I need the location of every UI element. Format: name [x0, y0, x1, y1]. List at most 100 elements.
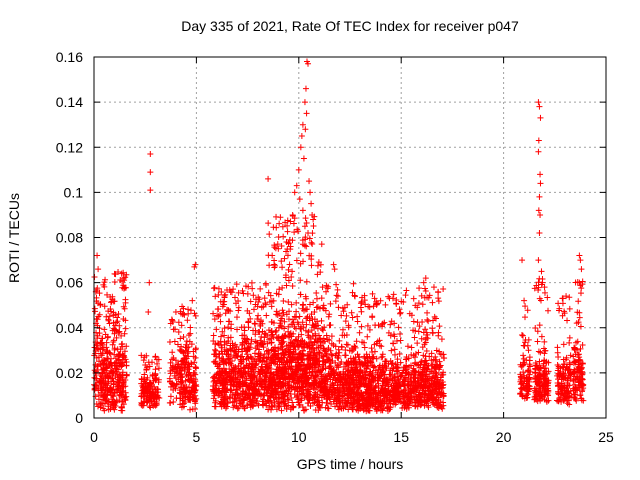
data-point	[424, 316, 431, 323]
data-point	[101, 303, 108, 310]
data-point	[577, 257, 584, 264]
data-point	[289, 268, 296, 275]
data-point	[113, 319, 120, 326]
data-point	[233, 314, 240, 321]
data-point	[141, 371, 148, 378]
data-point	[328, 333, 335, 340]
data-point	[560, 341, 567, 348]
data-point	[107, 375, 114, 382]
data-point	[261, 295, 268, 302]
data-point	[271, 261, 278, 268]
data-point	[109, 296, 116, 303]
data-point	[119, 340, 126, 347]
data-point	[537, 171, 544, 178]
data-point	[94, 252, 101, 259]
data-point	[247, 298, 254, 305]
data-point	[118, 407, 125, 414]
data-point	[566, 294, 573, 301]
data-point	[98, 389, 105, 396]
data-point	[310, 216, 317, 223]
data-point	[577, 290, 584, 297]
data-point	[119, 278, 126, 285]
y-tick-label: 0.04	[56, 320, 83, 336]
data-point	[265, 175, 272, 182]
data-point	[94, 332, 101, 339]
data-point	[391, 346, 398, 353]
data-point	[109, 398, 116, 405]
data-point	[397, 309, 404, 316]
data-point	[109, 369, 116, 376]
data-point	[435, 288, 442, 295]
data-point	[415, 328, 422, 335]
x-tick-label: 10	[291, 429, 307, 445]
y-tick-label: 0.1	[64, 184, 84, 200]
data-point	[390, 291, 397, 298]
data-point	[435, 298, 442, 305]
data-point	[111, 351, 118, 358]
data-point	[535, 137, 542, 144]
data-point	[266, 262, 273, 269]
data-point	[115, 310, 122, 317]
data-point	[296, 196, 303, 203]
data-point	[122, 389, 129, 396]
data-point	[99, 387, 106, 394]
data-point	[257, 317, 264, 324]
data-point	[300, 155, 307, 162]
chart-title: Day 335 of 2021, Rate Of TEC Index for r…	[181, 18, 519, 34]
data-point	[422, 326, 429, 333]
data-point	[397, 310, 404, 317]
data-point	[118, 332, 125, 339]
data-point	[521, 297, 528, 304]
data-point	[410, 295, 417, 302]
data-point	[306, 235, 313, 242]
data-point	[110, 403, 117, 410]
data-point	[336, 337, 343, 344]
data-point	[250, 306, 257, 313]
data-point	[235, 307, 242, 314]
data-point	[155, 356, 162, 363]
data-point	[104, 350, 111, 357]
data-point	[303, 110, 310, 117]
data-point	[105, 356, 112, 363]
data-point	[100, 365, 107, 372]
data-point	[403, 287, 410, 294]
data-point	[116, 322, 123, 329]
data-point	[101, 394, 108, 401]
data-point	[172, 326, 179, 333]
data-point	[554, 344, 561, 351]
data-point	[566, 305, 573, 312]
data-point	[187, 330, 194, 337]
data-point	[393, 300, 400, 307]
data-point	[404, 343, 411, 350]
data-point	[123, 362, 130, 369]
data-point	[297, 144, 304, 151]
data-point	[105, 388, 112, 395]
data-point	[297, 250, 304, 257]
data-point	[275, 234, 282, 241]
data-point	[215, 313, 222, 320]
data-point	[122, 274, 129, 281]
data-point	[270, 224, 277, 231]
data-point	[435, 295, 442, 302]
data-point	[98, 340, 105, 347]
data-point	[189, 297, 196, 304]
data-point	[314, 262, 321, 269]
data-point	[334, 286, 341, 293]
data-point	[104, 334, 111, 341]
data-point	[147, 187, 154, 194]
data-point	[122, 325, 129, 332]
data-point	[555, 300, 562, 307]
data-point	[120, 401, 127, 408]
data-point	[169, 356, 176, 363]
data-point	[344, 341, 351, 348]
data-point	[108, 360, 115, 367]
data-point	[146, 279, 153, 286]
data-point	[122, 396, 129, 403]
data-point	[440, 286, 447, 293]
data-point	[228, 325, 235, 332]
data-point	[94, 316, 101, 323]
x-axis-label: GPS time / hours	[296, 456, 404, 472]
data-point	[152, 353, 159, 360]
data-point	[116, 397, 123, 404]
data-point	[116, 352, 123, 359]
